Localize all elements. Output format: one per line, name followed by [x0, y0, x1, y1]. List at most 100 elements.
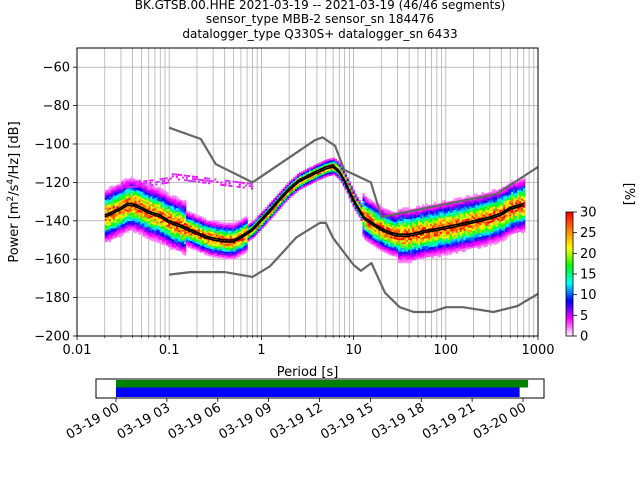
pdf-cell: [158, 197, 161, 200]
pdf-cell: [199, 218, 203, 221]
pdf-cell: [509, 225, 512, 228]
pdf-cell: [150, 225, 153, 228]
pdf-cell: [324, 163, 328, 166]
pdf-cell: [346, 192, 349, 195]
pdf-cell: [517, 180, 520, 183]
pdf-cell: [501, 205, 504, 208]
pdf-cell: [128, 188, 131, 191]
pdf-cell: [469, 202, 472, 205]
pdf-cell: [517, 188, 520, 191]
pdf-cell: [425, 203, 429, 206]
pdf-cell: [219, 256, 223, 259]
pdf-cell: [370, 230, 373, 234]
pdf-cell: [180, 230, 183, 233]
pdf-cell: [435, 232, 439, 235]
pdf-cell: [404, 220, 407, 223]
pdf-cell: [461, 219, 464, 222]
pdf-cell: [427, 220, 431, 223]
pdf-cell: [164, 209, 167, 213]
pdf-cell: [263, 209, 266, 212]
pdf-cell: [505, 233, 508, 236]
pdf-cell: [154, 190, 157, 193]
pdf-cell: [142, 196, 145, 199]
pdf-cell: [164, 194, 167, 197]
pdf-cell: [489, 220, 492, 224]
pdf-cell: [479, 215, 482, 218]
pdf-cell: [152, 195, 155, 198]
pdf-cell: [172, 239, 175, 242]
pdf-cell: [479, 213, 482, 216]
pdf-cell: [207, 223, 211, 226]
pdf-cell: [473, 195, 476, 198]
pdf-cell: [281, 192, 284, 196]
pdf-cell: [217, 234, 221, 238]
colorbar-segment: [566, 261, 573, 265]
pdf-cell: [249, 236, 252, 239]
pdf-cell: [402, 261, 405, 264]
pdf-cell: [120, 228, 123, 231]
pdf-cell: [289, 195, 292, 199]
pdf-cell: [404, 218, 407, 221]
pdf-cell: [168, 243, 171, 246]
pdf-cell: [289, 184, 292, 187]
pdf-cell: [413, 256, 417, 259]
pdf-cell: [457, 226, 460, 229]
pdf-cell: [304, 173, 308, 176]
pdf-cell: [227, 253, 230, 256]
pdf-cell: [439, 218, 443, 221]
pdf-cell: [392, 246, 395, 249]
pdf-cell: [223, 247, 226, 250]
pdf-cell: [106, 206, 110, 209]
pdf-cell: [246, 182, 249, 185]
pdf-cell: [497, 225, 500, 229]
pdf-cell: [451, 244, 454, 247]
pdf-cell: [374, 245, 377, 248]
pdf-cell: [477, 216, 480, 219]
pdf-cell: [509, 198, 512, 201]
pdf-cell: [116, 228, 119, 231]
pdf-cell: [114, 197, 117, 200]
pdf-cell: [132, 190, 135, 193]
pdf-cell: [148, 237, 151, 241]
pdf-cell: [513, 191, 516, 194]
pdf-cell: [433, 236, 437, 239]
pdf-cell: [110, 193, 113, 196]
pdf-cell: [129, 181, 132, 184]
pdf-cell: [227, 257, 230, 260]
pdf-cell: [463, 244, 466, 247]
pdf-cell: [503, 227, 506, 230]
pdf-cell: [457, 232, 460, 235]
pdf-cell: [159, 178, 162, 181]
pdf-cell: [134, 212, 137, 215]
pdf-cell: [251, 223, 254, 226]
pdf-cell: [431, 208, 435, 211]
pdf-cell: [128, 209, 131, 212]
pdf-cell: [140, 199, 143, 202]
pdf-cell: [184, 238, 187, 241]
pdf-cell: [358, 215, 361, 218]
pdf-cell: [178, 231, 181, 234]
pdf-cell: [455, 234, 458, 237]
pdf-cell: [350, 189, 353, 192]
pdf-cell: [491, 241, 494, 244]
pdf-cell: [473, 236, 476, 239]
pdf-cell: [167, 181, 170, 184]
pdf-cell: [148, 187, 151, 191]
pdf-cell: [412, 239, 415, 242]
pdf-cell: [224, 182, 227, 184]
pdf-cell: [413, 240, 417, 243]
pdf-cell: [485, 208, 488, 211]
pdf-cell: [170, 244, 173, 247]
pdf-cell: [138, 219, 141, 222]
pdf-cell: [120, 182, 124, 184]
pdf-cell: [120, 215, 123, 218]
pdf-cell: [136, 182, 139, 185]
pdf-cell: [412, 224, 415, 227]
pdf-cell: [398, 211, 401, 214]
pdf-cell: [293, 180, 296, 184]
pdf-cell: [110, 189, 113, 192]
pdf-cell: [180, 245, 183, 249]
pdf-cell: [497, 218, 500, 221]
pdf-cell: [168, 210, 171, 213]
pdf-cell: [410, 260, 413, 264]
